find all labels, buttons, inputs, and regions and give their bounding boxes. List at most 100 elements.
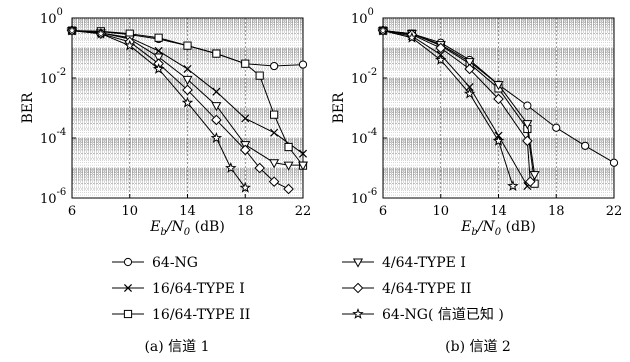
data-point [435, 53, 447, 65]
data-point [465, 83, 474, 92]
data-point [269, 159, 280, 169]
data-point [464, 63, 475, 75]
legend-marker [352, 258, 364, 268]
series-line [71, 30, 289, 190]
data-point [241, 59, 250, 68]
data-point [239, 181, 251, 193]
x-tick-label: 22 [295, 204, 312, 219]
data-point [283, 183, 294, 195]
x-axis-label: Eb/N0 (dB) [149, 219, 225, 238]
data-point [212, 87, 221, 96]
panel-caption: (b) 信道 2 [445, 339, 511, 355]
data-point [284, 142, 293, 152]
legend-entry: 16/64-TYPE I [112, 281, 245, 297]
y-tick-label: 10-6 [40, 187, 66, 207]
x-tick-label: 14 [490, 204, 507, 219]
data-point [210, 131, 223, 143]
y-tick-label: 10-4 [40, 127, 66, 147]
data-point [524, 176, 536, 187]
data-point [523, 101, 532, 110]
legend-label: 16/64-TYPE I [152, 281, 245, 297]
chart-panel-2: 6 10 14 18 22 100 10-2 10-4 10-6 BER Eb/N0 (dB) (b)… [331, 7, 622, 355]
data-point [154, 46, 163, 55]
legend-entry: 4/64-TYPE I [342, 255, 466, 271]
data-point [270, 110, 279, 119]
data-point [493, 93, 504, 105]
data-point [124, 39, 136, 51]
y-tick-label: 10-2 [40, 67, 66, 87]
data-point [66, 24, 78, 36]
data-point [435, 42, 447, 54]
data-point [182, 75, 193, 86]
data-point [182, 84, 193, 96]
y-tick-label: 10-4 [351, 127, 377, 147]
data-point [211, 102, 222, 112]
data-point [529, 171, 540, 181]
y-tick-label: 10-6 [351, 187, 377, 207]
y-tick-label: 10-2 [351, 67, 377, 87]
legend-label: 4/64-TYPE II [382, 281, 471, 297]
legend-marker [123, 283, 133, 293]
data-point [212, 49, 221, 58]
legend-label: 4/64-TYPE I [382, 255, 466, 271]
x-tick-label: 6 [68, 204, 76, 219]
data-point [492, 134, 505, 146]
y-tick-label: 100 [40, 7, 63, 27]
legend-entry: 64-NG( 信道已知 ) [342, 306, 504, 323]
data-point [463, 87, 476, 99]
x-tick-label: 10 [432, 204, 449, 219]
x-tick-label: 18 [237, 204, 254, 219]
series-square [67, 26, 308, 170]
data-point [522, 135, 533, 147]
data-point [377, 24, 389, 36]
y-tick-label: 100 [351, 7, 374, 27]
data-point [154, 33, 163, 42]
legend-marker [352, 282, 364, 294]
data-point [254, 162, 265, 174]
data-point [298, 60, 308, 69]
data-point [225, 161, 237, 173]
legend-label: 64-NG( 信道已知 ) [382, 306, 504, 323]
legend-entry: 16/64-TYPE II [112, 307, 250, 323]
series-line [382, 30, 528, 187]
y-axis-label: BER [331, 92, 347, 124]
chart-panel-1: 6 10 14 18 22 100 10-2 10-4 10-6 BER Eb/N0 (dB) (a)… [20, 7, 311, 355]
panel-caption: (a) 信道 1 [144, 339, 209, 355]
data-point [153, 53, 164, 63]
data-point [152, 62, 165, 74]
series-line [71, 30, 303, 166]
series-star [66, 24, 251, 193]
x-axis-label: Eb/N0 (dB) [460, 219, 536, 238]
data-point [581, 141, 590, 150]
data-point [181, 96, 194, 108]
data-point [183, 41, 192, 50]
data-point [95, 27, 107, 39]
data-point [493, 81, 504, 91]
data-point [239, 144, 251, 156]
x-tick-label: 18 [548, 204, 565, 219]
series-star [377, 24, 519, 191]
data-point [297, 161, 309, 171]
x-tick-label: 10 [121, 204, 138, 219]
data-point [268, 176, 280, 187]
data-point [241, 114, 250, 123]
legend: 64-NG 4/64-TYPE I 16/64-TYPE I 4/64-TYPE II… [112, 255, 504, 323]
data-point [406, 31, 418, 43]
legend-label: 64-NG [152, 255, 198, 271]
data-point [283, 161, 294, 171]
gridlines [382, 18, 615, 199]
data-point [270, 61, 279, 71]
data-point [522, 120, 533, 130]
legend-marker [123, 309, 133, 319]
data-point [464, 58, 475, 68]
legend-label: 16/64-TYPE II [152, 307, 250, 323]
data-point [552, 123, 561, 132]
x-tick-label: 6 [379, 204, 387, 219]
series-line [71, 30, 246, 189]
data-point [211, 114, 222, 126]
x-tick-label: 22 [606, 204, 623, 219]
data-point [298, 149, 308, 158]
legend-entry: 4/64-TYPE II [342, 281, 471, 297]
legend-marker [352, 307, 364, 319]
